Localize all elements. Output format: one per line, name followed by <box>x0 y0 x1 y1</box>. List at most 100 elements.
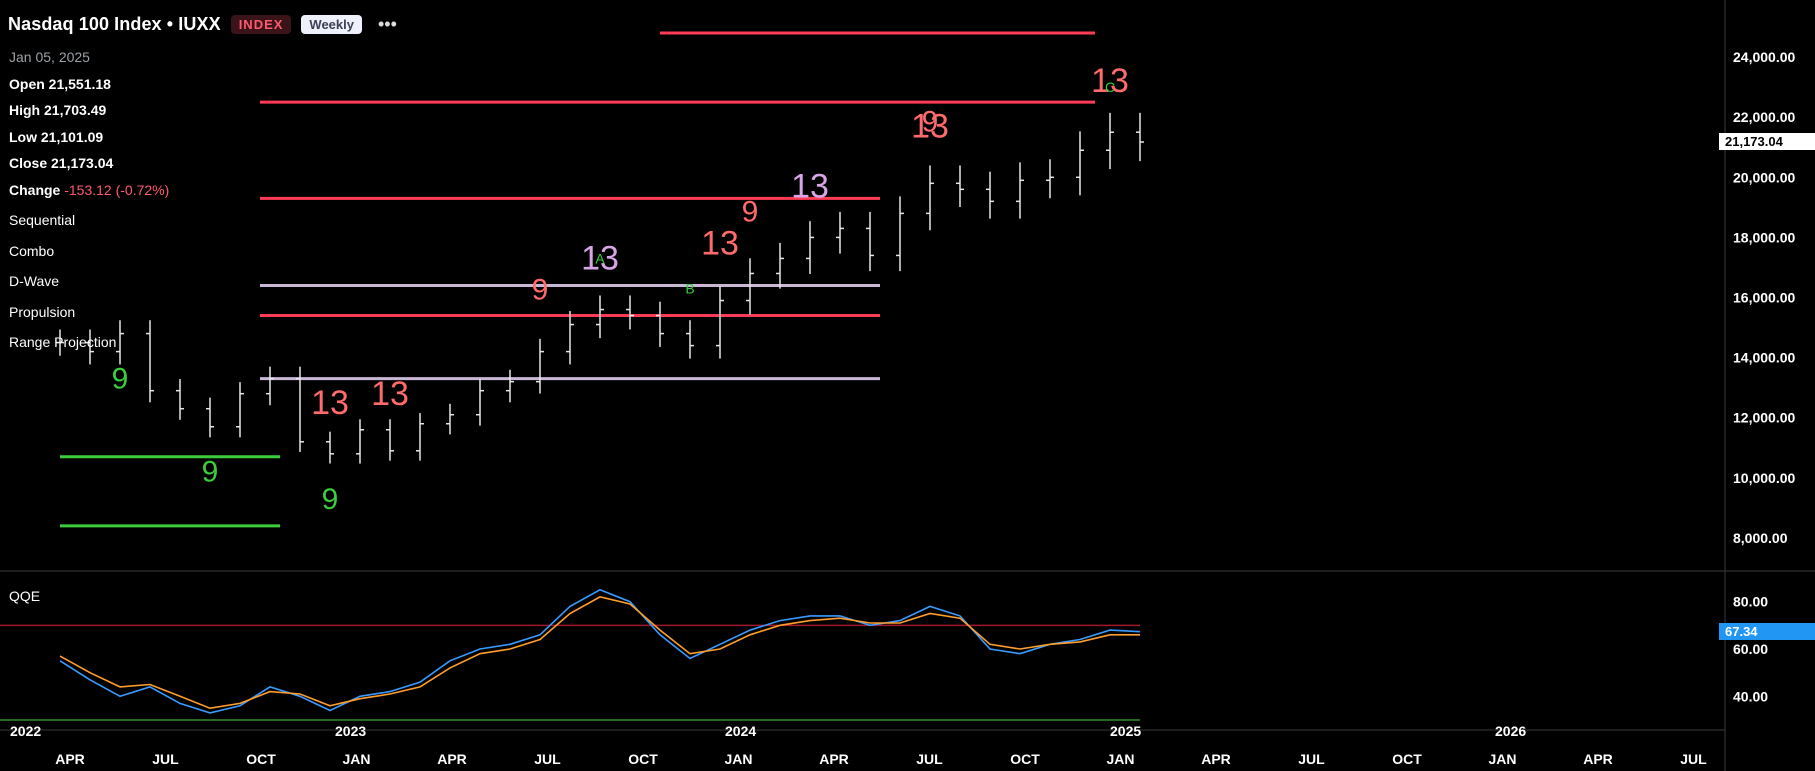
price-axis-label: 10,000.00 <box>1733 470 1795 486</box>
annotation-label: 9 <box>202 456 219 489</box>
price-bar <box>716 286 724 359</box>
month-label: JUL <box>1680 751 1707 767</box>
annotation-label: B <box>685 281 694 297</box>
year-label: 2022 <box>10 723 41 739</box>
month-label: APR <box>1583 751 1613 767</box>
price-bar <box>266 366 274 406</box>
price-bar <box>626 295 634 330</box>
month-label: APR <box>55 751 85 767</box>
qqe-axis-label: 60.00 <box>1733 641 1768 657</box>
more-options-icon[interactable]: ••• <box>378 14 397 34</box>
price-bar <box>506 369 514 403</box>
annotation-label: 9 <box>322 483 339 516</box>
price-bar <box>446 403 454 435</box>
annotation-label: 13 <box>581 240 619 278</box>
indicator-d-wave[interactable]: D-Wave <box>9 273 60 289</box>
price-bar <box>1016 162 1024 219</box>
price-bar <box>536 338 544 394</box>
price-bar <box>866 211 874 272</box>
indicator-range-projection[interactable]: Range Projection <box>9 334 117 350</box>
price-bar <box>566 310 574 365</box>
price-bar <box>1136 112 1144 162</box>
price-bar <box>686 320 694 359</box>
price-bar <box>746 258 754 315</box>
price-bar <box>1076 131 1084 196</box>
price-axis-label: 12,000.00 <box>1733 410 1795 426</box>
instrument-title[interactable]: Nasdaq 100 Index • IUXX <box>8 14 221 34</box>
price-bar <box>386 419 394 461</box>
month-label: APR <box>437 751 467 767</box>
qqe-line <box>59 596 1140 710</box>
price-bar <box>356 419 364 464</box>
last-price-tag: 21,173.04 <box>1719 133 1815 151</box>
price-bar <box>476 379 484 426</box>
annotation-label: A <box>595 251 605 267</box>
bar-date: Jan 05, 2025 <box>9 49 90 65</box>
high-value: High 21,703.49 <box>9 102 107 118</box>
price-bar <box>656 301 664 347</box>
annotation-label: 9 <box>922 105 939 138</box>
month-label: OCT <box>1010 751 1040 767</box>
annotation-label: 13 <box>911 107 949 145</box>
year-label: 2025 <box>1110 723 1141 739</box>
month-label: JUL <box>916 751 943 767</box>
indicator-list: Sequential Combo D-Wave Propulsion Range… <box>9 205 116 358</box>
price-bar <box>116 320 124 365</box>
price-axis-label: 8,000.00 <box>1733 530 1788 546</box>
interval-badge[interactable]: Weekly <box>301 15 362 34</box>
qqe-title: QQE <box>9 588 41 604</box>
month-label: JAN <box>1488 751 1516 767</box>
qqe-value-tag: 67.34 <box>1719 622 1815 640</box>
price-axis-label: 22,000.00 <box>1733 109 1795 125</box>
year-label: 2023 <box>335 723 366 739</box>
price-bar <box>296 366 304 452</box>
annotation-label: 13 <box>311 384 349 422</box>
annotation-label: 9 <box>112 363 129 396</box>
annotation-label: 13 <box>371 375 409 413</box>
annotation-label: 13 <box>1091 62 1129 100</box>
price-bar <box>146 320 154 403</box>
close-value: Close 21,173.04 <box>9 155 114 171</box>
annotation-label: 9 <box>742 195 759 228</box>
month-label: APR <box>819 751 849 767</box>
chart-header: Nasdaq 100 Index • IUXX INDEX Weekly ••• <box>8 14 397 35</box>
qqe-axis-label: 40.00 <box>1733 688 1768 704</box>
change-row: Change -153.12 (-0.72%) <box>9 177 169 204</box>
price-axis-label: 18,000.00 <box>1733 229 1795 245</box>
year-label: 2026 <box>1495 723 1526 739</box>
ohlc-bars <box>56 112 1144 464</box>
qqe-panel <box>0 588 1141 721</box>
price-bar <box>236 382 244 438</box>
low-value: Low 21,101.09 <box>9 128 104 145</box>
price-bar <box>926 165 934 231</box>
indicator-combo[interactable]: Combo <box>9 242 55 259</box>
change-label: Change <box>9 181 61 198</box>
price-axis-label: 14,000.00 <box>1733 350 1795 366</box>
month-label: OCT <box>1392 751 1422 767</box>
axes: 24,000.00 22,000.00 20,000.00 18,000.00 16,0… <box>10 49 1795 767</box>
indicator-sequential[interactable]: Sequential <box>9 212 76 228</box>
month-label: OCT <box>246 751 276 767</box>
annotation-label: 13 <box>791 167 829 205</box>
month-label: JAN <box>342 751 370 767</box>
month-label: JUL <box>534 751 561 767</box>
change-value: -153.12 (-0.72%) <box>64 181 170 198</box>
month-label: APR <box>1201 751 1231 767</box>
annotation-label: 13 <box>701 225 739 263</box>
qqe-line <box>59 588 1141 714</box>
price-bar <box>1106 112 1114 170</box>
price-bar <box>806 221 814 275</box>
price-bar <box>176 379 184 420</box>
price-bar <box>986 171 994 219</box>
annotation-label: 9 <box>532 274 549 307</box>
month-label: OCT <box>628 751 658 767</box>
indicator-propulsion[interactable]: Propulsion <box>9 303 76 320</box>
price-bar <box>956 165 964 207</box>
month-label: JAN <box>1106 751 1134 767</box>
ohlc-panel: Jan 05, 2025 Open 21,551.18 High 21,703.… <box>9 44 169 203</box>
price-bar <box>56 329 64 356</box>
price-bar <box>836 211 844 254</box>
